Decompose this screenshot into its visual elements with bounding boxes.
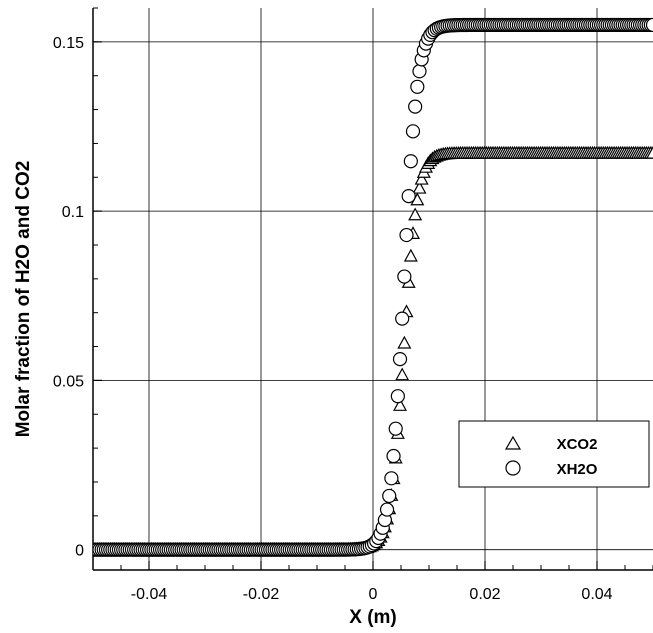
y-tick-label: 0 [75, 543, 84, 560]
data-point [403, 154, 418, 169]
data-point [405, 124, 421, 139]
legend-circle-marker [505, 460, 521, 476]
legend-box [458, 420, 650, 488]
axes [92, 7, 653, 571]
x-tick-label: 0.02 [469, 586, 500, 603]
data-point [412, 180, 427, 194]
data-point [386, 448, 401, 464]
legend: XCO2 XH2O [458, 420, 650, 488]
data-point [384, 471, 399, 486]
x-tick-label: 0 [369, 586, 378, 603]
data-point [403, 248, 418, 262]
data-point [382, 488, 397, 504]
data-point [379, 502, 395, 517]
data-point [390, 389, 405, 404]
y-tick-label: 0.1 [62, 204, 84, 221]
data-point [397, 335, 412, 349]
data-point [414, 171, 429, 185]
data-point [401, 188, 416, 204]
y-tick-label: 0.05 [53, 373, 84, 390]
data-point [388, 421, 403, 436]
series-xco2 [93, 145, 653, 555]
x-tick-label: -0.04 [131, 586, 168, 603]
data-point [408, 99, 423, 114]
data-point [393, 398, 408, 411]
data-series [93, 17, 653, 557]
data-point [645, 145, 653, 159]
data-point [397, 269, 412, 284]
tick-labels: -0.04 -0.02 0 0.02 0.04 0 0.05 0.1 0.15 [53, 35, 613, 603]
x-axis-label: X (m) [349, 607, 397, 628]
data-point [645, 17, 653, 33]
data-point [392, 351, 408, 367]
data-point [410, 79, 425, 94]
data-point [395, 367, 410, 381]
data-point [399, 227, 414, 243]
data-point [408, 207, 423, 221]
y-axis-label: Molar fraction of H2O and CO2 [13, 161, 34, 438]
y-tick-label: 0.15 [53, 35, 84, 52]
x-tick-label: -0.02 [243, 586, 280, 603]
legend-triangle-marker [504, 435, 522, 450]
data-point [395, 311, 410, 326]
data-point [412, 64, 427, 79]
legend-label-xh2o: XH2O [557, 461, 598, 478]
legend-label-xco2: XCO2 [557, 436, 598, 453]
x-tick-label: 0.04 [581, 586, 612, 603]
series-xh2o [93, 17, 653, 557]
